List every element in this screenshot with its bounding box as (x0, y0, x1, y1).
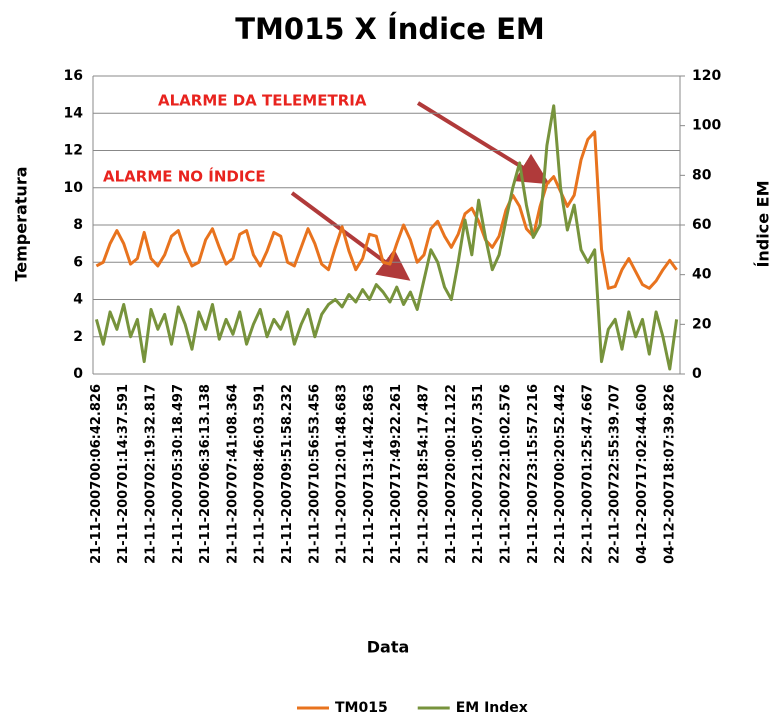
x-tick-label: 21-11-200706:36:13.138 (198, 384, 213, 564)
series-line (95, 130, 678, 290)
legend-label: TM015 (335, 700, 388, 716)
y-tick-label: 12 (64, 143, 83, 159)
y2-tick-label: 80 (692, 167, 712, 183)
x-tick-label: 21-11-200709:51:58.232 (280, 384, 295, 564)
y2-tick-label: 20 (692, 316, 712, 332)
x-axis-label: Data (367, 638, 410, 657)
x-tick-label: 21-11-200707:41:08.364 (225, 384, 240, 564)
y2-tick-label: 120 (692, 68, 721, 84)
y-tick-label: 10 (64, 180, 84, 196)
x-tick-label: 21-11-200705:30:18.497 (171, 384, 186, 564)
y-tick-label: 16 (64, 68, 83, 84)
y-tick-label: 6 (73, 254, 83, 270)
annotation: ALARME DA TELEMETRIA (158, 92, 367, 110)
x-tick-label: 21-11-200700:06:42.826 (89, 384, 104, 564)
y2-tick-label: 40 (692, 267, 712, 283)
y2-tick-label: 60 (692, 217, 712, 233)
x-tick-label: 21-11-200722:10:02.576 (498, 384, 513, 564)
y2-tick-label: 100 (692, 118, 721, 134)
y2-axis-label: Índice EM (754, 180, 773, 267)
y-tick-label: 8 (73, 217, 83, 233)
y-axis-label: Temperatura (12, 166, 31, 281)
x-tick-label: 21-11-200713:14:42.863 (362, 384, 377, 564)
annotation: ALARME NO ÍNDICE (103, 167, 266, 186)
y-tick-label: 4 (73, 292, 83, 308)
x-tick-label: 22-11-200722:55:39.707 (608, 384, 623, 564)
chart-title: TM015 X Índice EM (235, 12, 544, 46)
x-tick-label: 21-11-200720:00:12.122 (444, 384, 459, 564)
x-tick-label: 21-11-200701:14:37.591 (116, 384, 131, 564)
x-tick-label: 21-11-200723:15:57.216 (526, 384, 541, 564)
x-tick-label: 22-11-200700:20:52.442 (553, 384, 568, 564)
x-tick-label: 21-11-200718:54:17.487 (417, 384, 432, 564)
x-tick-label: 21-11-200721:05:07.351 (471, 384, 486, 564)
x-tick-label: 21-11-200710:56:53.456 (307, 384, 322, 564)
y-tick-label: 0 (73, 366, 83, 382)
legend-label: EM Index (456, 700, 528, 716)
x-tick-label: 21-11-200717:49:22.261 (389, 384, 404, 564)
arrow (416, 101, 550, 185)
x-tick-label: 22-11-200701:25:47.667 (580, 384, 595, 564)
x-tick-label: 21-11-200712:01:48.683 (335, 384, 350, 564)
x-tick-label: 21-11-200708:46:03.591 (253, 384, 268, 564)
series-line (94, 104, 679, 371)
x-tick-label: 21-11-200702:19:32.817 (144, 384, 159, 564)
x-tick-label: 04-12-200717:02:44.600 (635, 384, 650, 564)
y-tick-label: 2 (73, 329, 83, 345)
x-tick-label: 04-12-200718:07:39.826 (662, 384, 677, 564)
y-tick-label: 14 (64, 105, 84, 121)
y2-tick-label: 0 (692, 366, 702, 382)
